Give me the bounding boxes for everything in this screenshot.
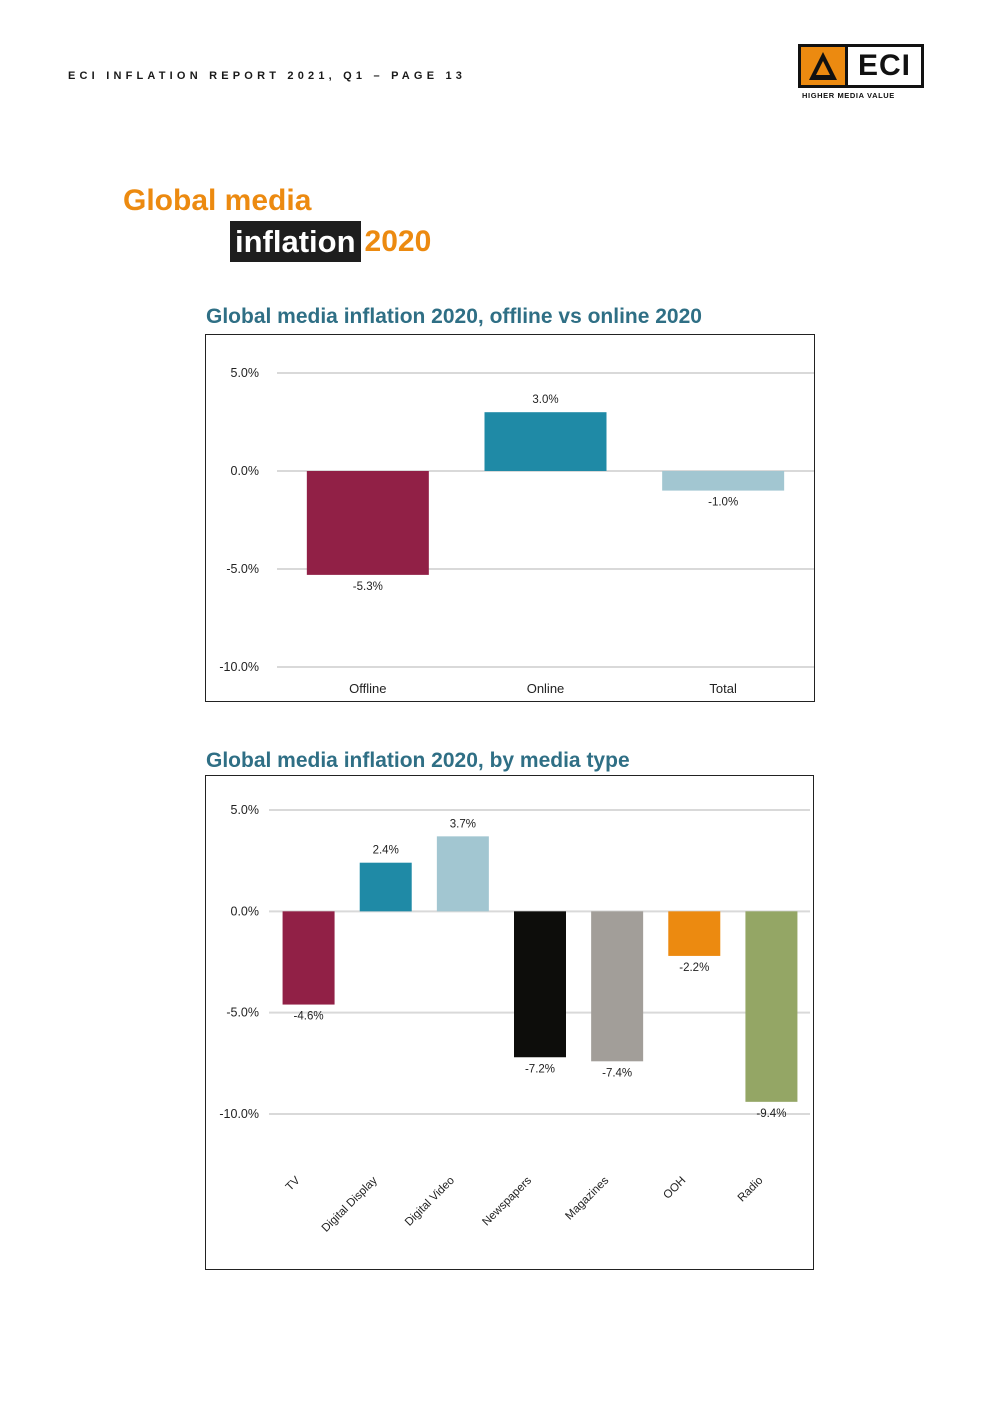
chart2-x-tick-label: Newspapers [480,1174,534,1228]
chart2-bar [591,911,644,1062]
logo-box: ECI [798,44,924,88]
page-title-line2: inflation 2020 [230,221,431,262]
chart2-bar [436,836,489,912]
chart2-x-tick-label: TV [284,1174,303,1193]
chart1-y-tick-label: 5.0% [231,366,260,380]
chart2-x-tick-label: Digital Video [403,1175,457,1229]
chart1-y-tick-label: -5.0% [226,562,259,576]
chart1-y-tick-label: 0.0% [231,464,260,478]
chart2-x-tick-label: Radio [736,1175,766,1205]
chart1-x-tick-label: Offline [349,681,386,696]
chart2-data-label: 2.4% [373,845,399,857]
chart2-bar [359,862,412,912]
chart1-title: Global media inflation 2020, offline vs … [206,305,702,328]
page-title-highlight: inflation [230,221,361,262]
chart2-x-tick-label: Digital Display [320,1174,380,1234]
chart2-data-label: -7.2% [525,1063,555,1075]
chart2-data-label: -2.2% [679,962,709,974]
chart1-bar [662,471,785,491]
eci-logo: ECI HIGHER MEDIA VALUE [798,44,924,102]
report-header: ECI INFLATION REPORT 2021, Q1 – PAGE 13 [68,70,467,82]
chart1-data-label: -1.0% [708,497,738,509]
chart2-bar [668,911,721,956]
chart2-data-label: -9.4% [756,1108,786,1120]
chart1-bar [306,471,429,575]
chart2-bar [514,911,566,1058]
chart2-title: Global media inflation 2020, by media ty… [206,749,630,772]
chart1-y-tick-label: -10.0% [219,660,259,674]
chart2-data-label: -7.4% [602,1067,632,1079]
chart2-frame: 5.0% 0.0% -5.0% -10.0% -4.6% TV 2.4% Digital Di… [205,775,814,1270]
chart2-plot: 5.0% 0.0% -5.0% -10.0% -4.6% TV 2.4% Digital Di… [219,803,810,1235]
chart2-y-tick-label: -5.0% [226,1006,259,1020]
chart2-y-tick-label: 0.0% [231,904,260,918]
chart1-data-label: 3.0% [532,394,558,406]
chart2-data-label: 3.7% [450,818,476,830]
page-title-line1: Global media [123,184,312,217]
chart1-x-tick-label: Online [527,681,565,696]
page-title-year: 2020 [364,225,432,258]
logo-tagline: HIGHER MEDIA VALUE [802,91,895,100]
chart1-bar [484,412,607,471]
chart2-y-tick-label: 5.0% [231,803,260,817]
chart2-bar [745,911,798,1102]
chart2-y-tick-label: -10.0% [219,1107,259,1121]
chart2-x-tick-label: OOH [661,1175,688,1202]
logo-mark-icon [801,47,845,85]
chart1-data-label: -5.3% [353,581,383,593]
chart1-x-tick-label: Total [709,681,737,696]
chart1-plot: 5.0% 0.0% -5.0% -10.0% -5.3% Offline 3.0% Onlin… [219,366,814,696]
logo-text: ECI [848,47,921,85]
chart2-bar [282,911,335,1005]
chart1-frame: 5.0% 0.0% -5.0% -10.0% -5.3% Offline 3.0% Onlin… [205,334,815,702]
chart2-x-tick-label: Magazines [563,1174,611,1222]
chart2-data-label: -4.6% [294,1011,324,1023]
